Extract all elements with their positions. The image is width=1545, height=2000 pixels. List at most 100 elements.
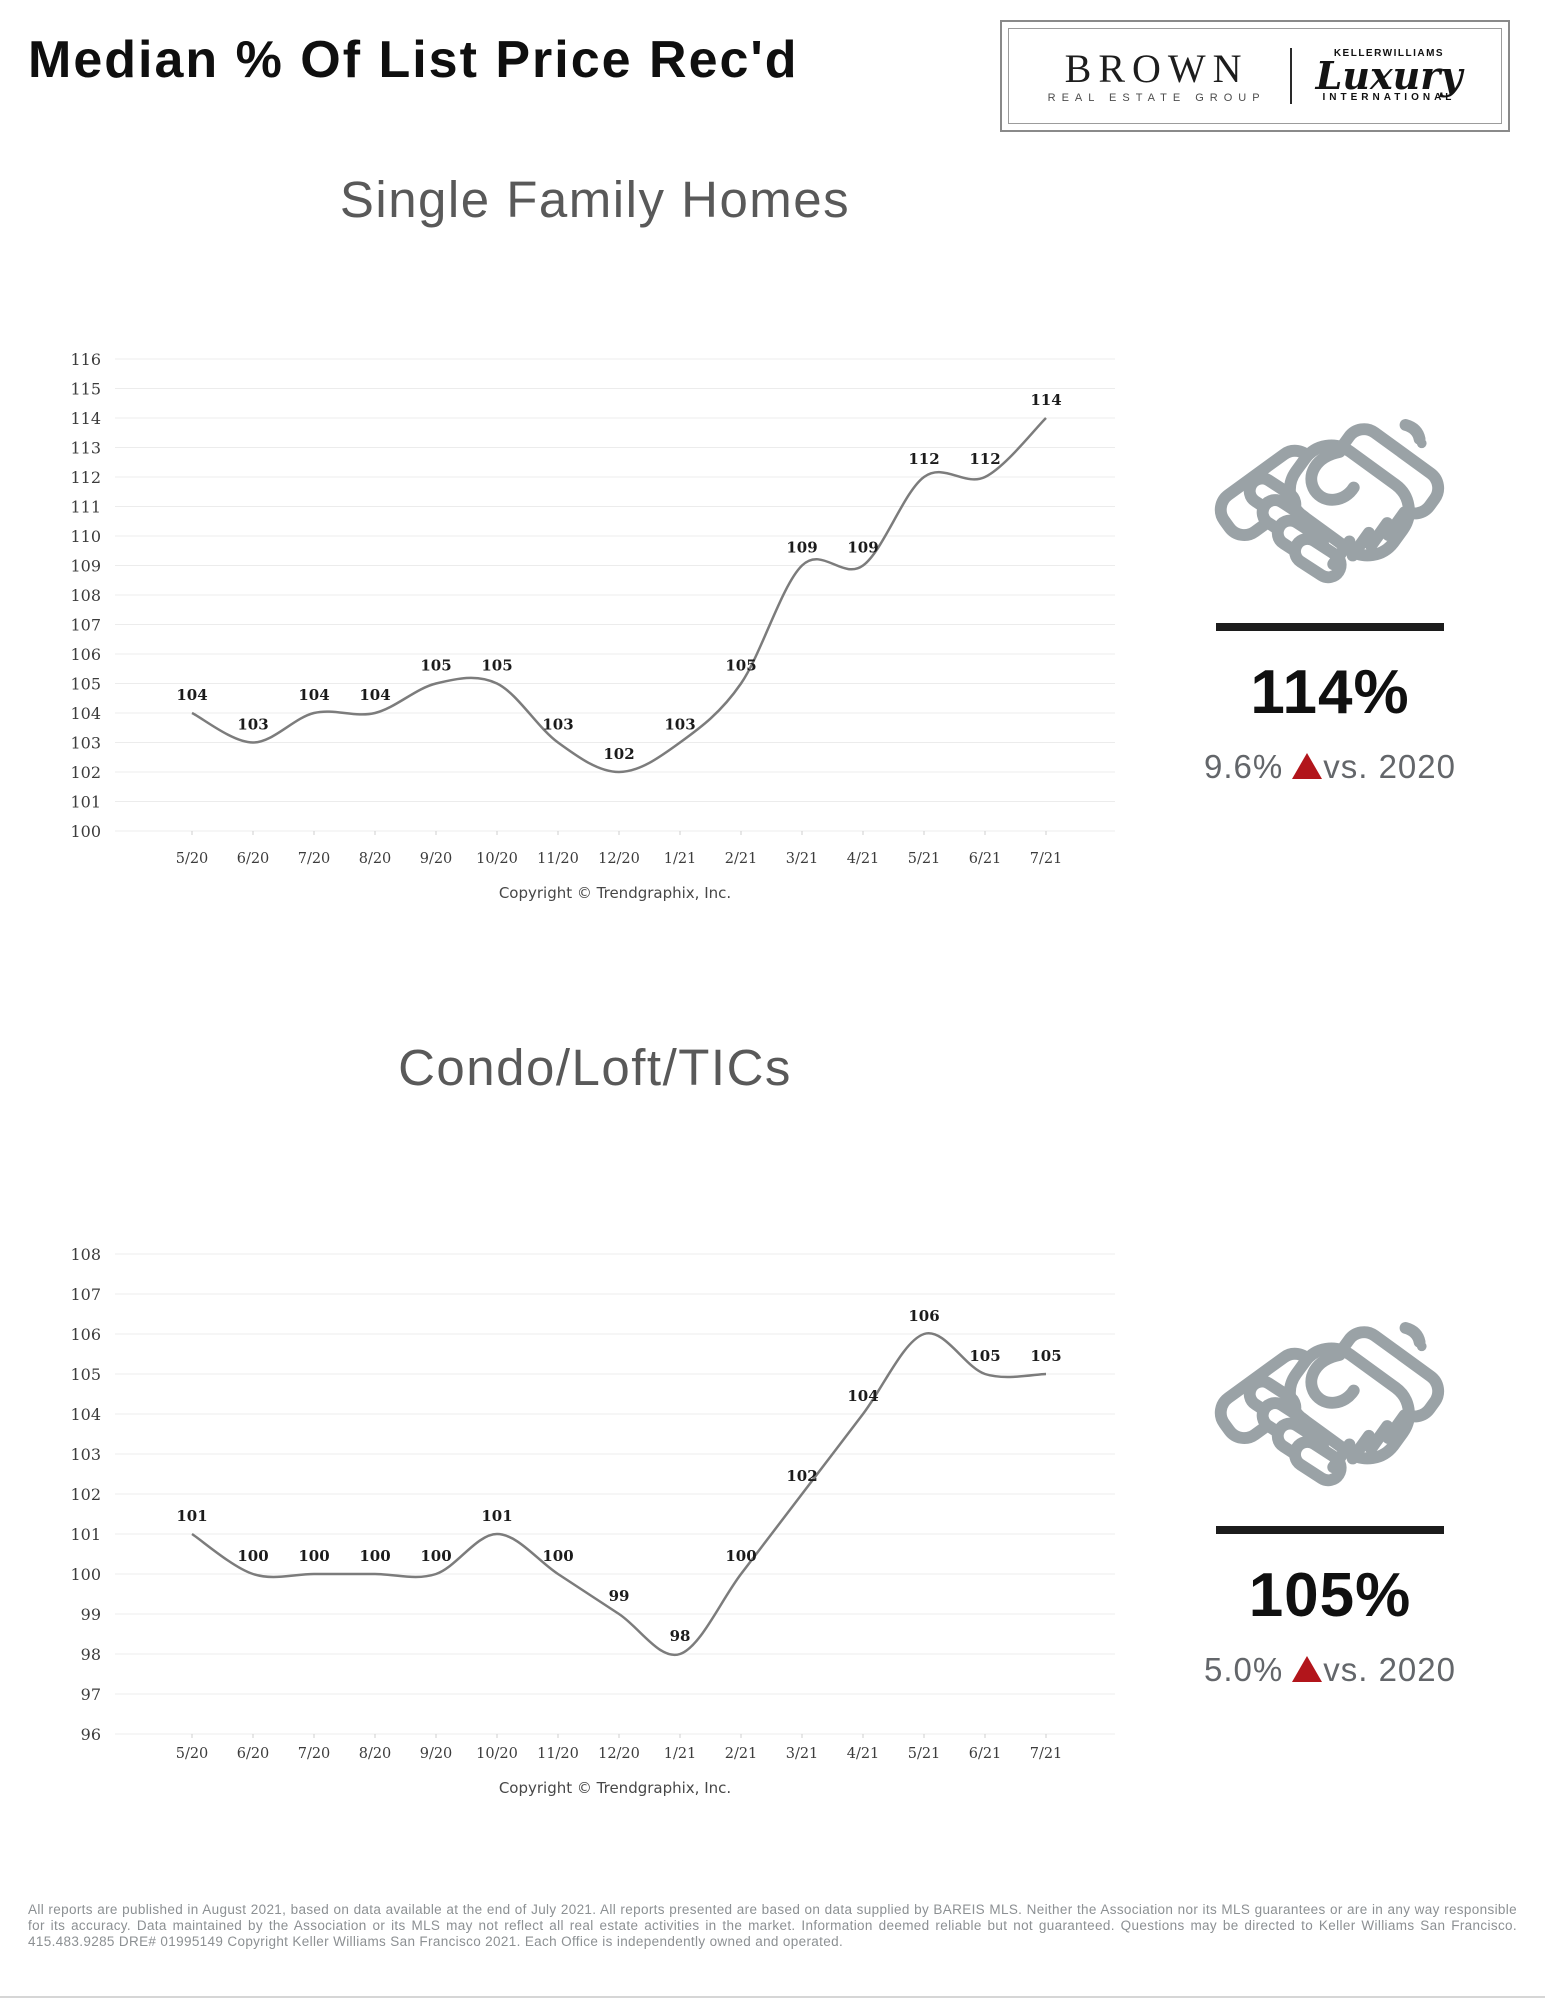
svg-text:2/21: 2/21 [725, 851, 758, 867]
svg-text:2/21: 2/21 [725, 1746, 758, 1762]
svg-text:11/20: 11/20 [537, 1746, 579, 1762]
svg-text:112: 112 [908, 450, 939, 468]
section-title-condo: Condo/Loft/TICs [398, 1039, 792, 1096]
stat-divider [1216, 1526, 1444, 1534]
change-label: vs. 2020 [1323, 748, 1456, 785]
svg-text:97: 97 [81, 1685, 101, 1704]
svg-text:103: 103 [70, 1445, 101, 1464]
logo-kw-block: KELLERWILLIAMS Luxury INTERNATIONAL [1316, 49, 1463, 103]
svg-text:4/21: 4/21 [847, 1746, 880, 1762]
svg-text:6/20: 6/20 [237, 851, 270, 867]
svg-text:7/21: 7/21 [1030, 1746, 1063, 1762]
y-axis-labels: 108 107 106 105 104 103 102 101 100 99 98 97 96 [70, 1245, 101, 1744]
logo-divider [1289, 48, 1292, 104]
svg-text:105: 105 [1030, 1347, 1061, 1365]
svg-text:104: 104 [359, 686, 390, 704]
svg-text:7/21: 7/21 [1030, 851, 1063, 867]
data-labels: 104 103 104 104 105 105 103 102 103 105 109 109 112 1… [176, 391, 1061, 763]
stat-value: 114% [1250, 658, 1410, 727]
svg-text:114: 114 [1030, 391, 1061, 409]
svg-text:116: 116 [70, 350, 101, 369]
svg-text:98: 98 [670, 1627, 691, 1645]
svg-text:109: 109 [847, 539, 878, 557]
svg-text:10/20: 10/20 [476, 1746, 518, 1762]
svg-text:103: 103 [664, 716, 695, 734]
svg-text:102: 102 [603, 745, 634, 763]
logo-kw-international: INTERNATIONAL [1322, 92, 1456, 103]
page-title: Median % Of List Price Rec'd [28, 31, 799, 89]
change-label: vs. 2020 [1323, 1651, 1456, 1688]
y-axis-labels: 116 115 114 113 112 111 110 109 108 107 106 105 104 1… [70, 350, 101, 841]
svg-text:100: 100 [542, 1547, 573, 1565]
svg-text:110: 110 [70, 527, 101, 546]
condo-stat-block: 105% 5.0% vs. 2020 [1135, 1288, 1525, 1689]
svg-text:5/20: 5/20 [176, 1746, 209, 1762]
svg-text:108: 108 [70, 1245, 101, 1264]
logo-kw-wordmark: KELLERWILLIAMS [1333, 48, 1445, 59]
series-line [191, 417, 1047, 774]
x-axis-labels: 5/20 6/20 7/20 8/20 9/20 10/20 11/20 12/20 1/21 2… [176, 851, 1063, 867]
svg-text:4/21: 4/21 [847, 851, 880, 867]
svg-text:96: 96 [81, 1725, 101, 1744]
svg-text:100: 100 [725, 1547, 756, 1565]
svg-text:105: 105 [969, 1347, 1000, 1365]
up-triangle-icon [1292, 1656, 1323, 1682]
svg-text:100: 100 [298, 1547, 329, 1565]
svg-text:114: 114 [70, 409, 101, 428]
svg-text:108: 108 [70, 586, 101, 605]
svg-text:105: 105 [481, 657, 512, 675]
svg-text:1/21: 1/21 [664, 851, 697, 867]
svg-text:106: 106 [70, 645, 101, 664]
gridlines [115, 1253, 1115, 1738]
svg-text:112: 112 [969, 450, 1000, 468]
stat-change: 9.6% vs. 2020 [1135, 748, 1525, 786]
data-labels: 101 100 100 100 100 101 100 99 98 100 102 104 106 105… [176, 1307, 1061, 1645]
svg-text:100: 100 [237, 1547, 268, 1565]
svg-text:101: 101 [70, 1525, 101, 1544]
svg-text:12/20: 12/20 [598, 851, 640, 867]
svg-text:111: 111 [70, 498, 101, 517]
condo-chart-svg: 108 107 106 105 104 103 102 101 100 99 98 97 96 5/20 6… [70, 1245, 1115, 1797]
svg-text:102: 102 [786, 1467, 817, 1485]
svg-text:104: 104 [847, 1387, 878, 1405]
logo-kw-script: Luxury [1315, 53, 1463, 98]
svg-text:1/21: 1/21 [664, 1746, 697, 1762]
bottom-rule [0, 1996, 1545, 1998]
svg-text:6/21: 6/21 [969, 1746, 1002, 1762]
svg-text:9/20: 9/20 [420, 851, 453, 867]
gridlines [115, 358, 1115, 835]
svg-text:104: 104 [70, 1405, 101, 1424]
svg-text:104: 104 [176, 686, 207, 704]
svg-text:105: 105 [725, 657, 756, 675]
svg-text:5/20: 5/20 [176, 851, 209, 867]
copyright-label: Copyright © Trendgraphix, Inc. [499, 884, 731, 902]
single-family-chart-svg: 1161151141131121111101091081071061051041… [70, 350, 1115, 902]
svg-text:103: 103 [70, 734, 101, 753]
logo-inner-frame: BROWN REAL ESTATE GROUP KELLERWILLIAMS L… [1008, 28, 1502, 124]
svg-text:100: 100 [359, 1547, 390, 1565]
svg-text:109: 109 [70, 557, 101, 576]
svg-text:102: 102 [70, 763, 101, 782]
handshake-icon [1205, 1288, 1455, 1520]
svg-text:105: 105 [70, 1365, 101, 1384]
logo-brown-subtitle: REAL ESTATE GROUP [1047, 91, 1266, 104]
svg-text:103: 103 [237, 716, 268, 734]
svg-text:104: 104 [298, 686, 329, 704]
footer-disclaimer: All reports are published in August 2021… [28, 1902, 1517, 1949]
svg-text:9/20: 9/20 [420, 1746, 453, 1762]
svg-text:105: 105 [70, 675, 101, 694]
section-title-single-family: Single Family Homes [339, 171, 851, 228]
logo-brown-wordmark: BROWN [1064, 45, 1249, 91]
svg-text:103: 103 [542, 716, 573, 734]
svg-text:115: 115 [70, 380, 101, 399]
stat-value: 105% [1248, 1561, 1412, 1630]
svg-text:3/21: 3/21 [786, 851, 819, 867]
change-value: 5.0% [1204, 1651, 1284, 1688]
up-triangle-icon [1292, 753, 1323, 779]
svg-text:100: 100 [70, 822, 101, 841]
x-axis-labels: 5/20 6/20 7/20 8/20 9/20 10/20 11/20 12/20 1/21 2… [176, 1746, 1063, 1762]
stat-change: 5.0% vs. 2020 [1135, 1651, 1525, 1689]
svg-text:11/20: 11/20 [537, 851, 579, 867]
handshake-icon [1205, 385, 1455, 617]
change-value: 9.6% [1204, 748, 1284, 785]
